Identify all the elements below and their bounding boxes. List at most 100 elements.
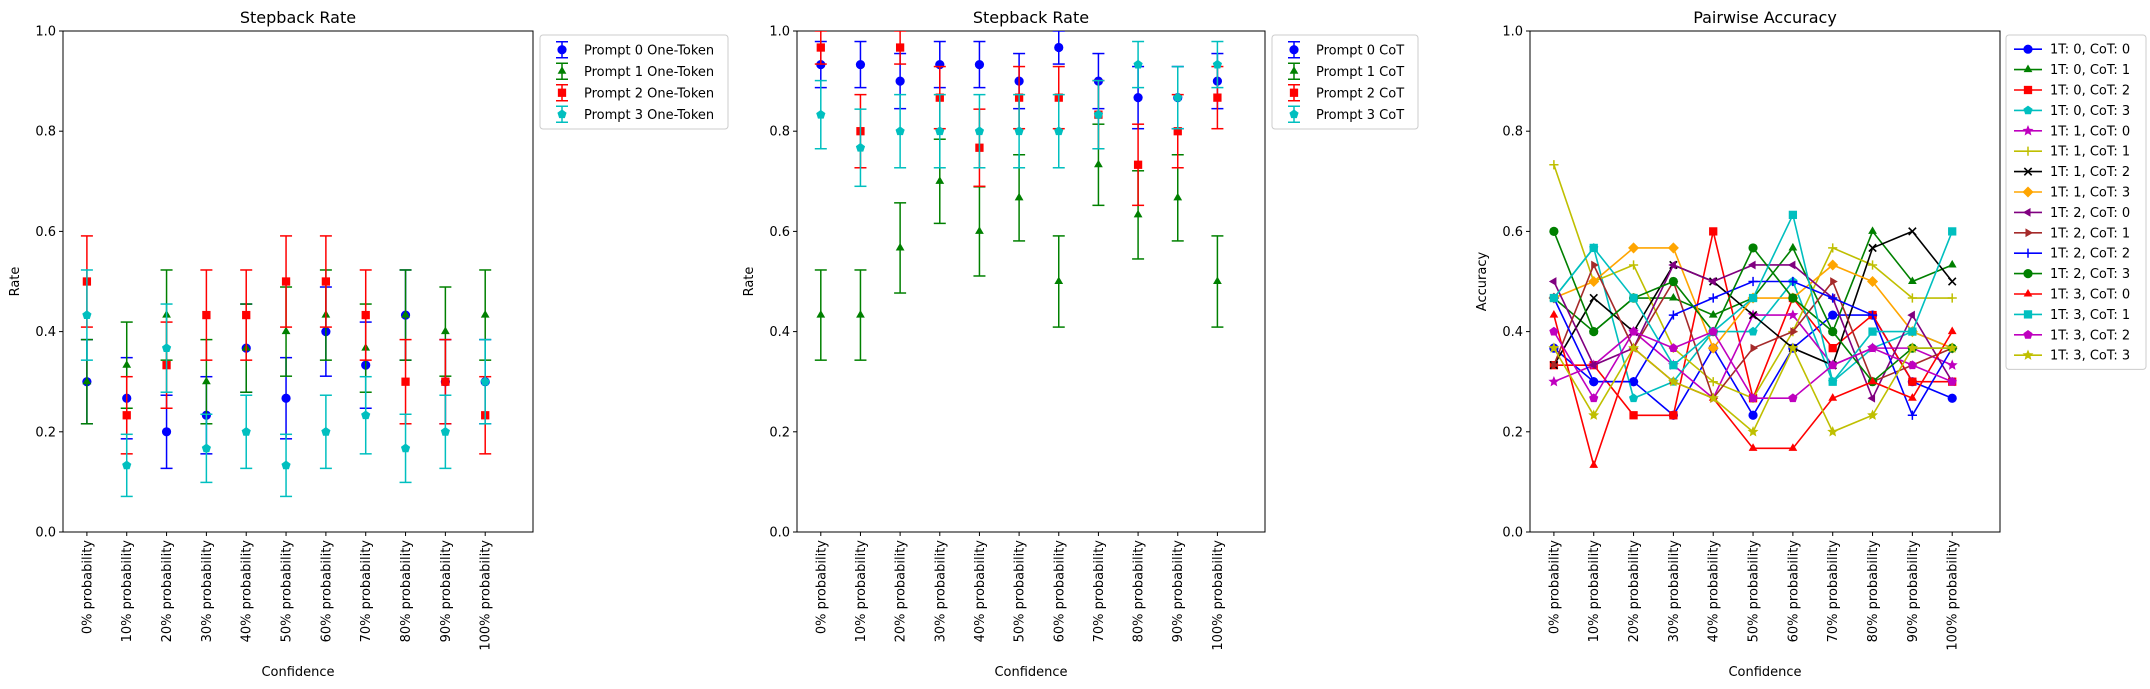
y-tick-label: 1.0	[769, 25, 790, 40]
legend-marker	[2023, 269, 2033, 279]
chart-panel-2: 0.0 0.2 0.4 0.6 0.8 1.0 0% probability 10% prob…	[1475, 8, 2147, 680]
data-point	[1628, 342, 1640, 353]
data-point	[1213, 276, 1222, 285]
series-1	[814, 123, 1224, 361]
x-tick-label: 0% probability	[814, 540, 829, 634]
plot-area	[814, 31, 1224, 361]
legend-label: 1T: 2, CoT: 0	[2050, 206, 2130, 221]
data-point	[1827, 259, 1839, 271]
legend-label: 1T: 0, CoT: 1	[2050, 63, 2130, 78]
axes-frame	[1529, 30, 2001, 533]
data-point	[82, 376, 92, 385]
data-point	[856, 310, 865, 318]
x-tick-label: 90% probability	[1906, 540, 1921, 643]
data-point	[1868, 327, 1877, 336]
legend-marker	[2023, 310, 2033, 319]
legend-marker	[2022, 186, 2034, 198]
data-point	[1628, 326, 1639, 336]
x-tick-label: 90% probability	[439, 540, 454, 643]
data-point	[1133, 160, 1143, 169]
data-point	[1708, 293, 1718, 303]
data-point	[895, 43, 905, 52]
data-point	[1054, 42, 1064, 53]
legend-marker	[1289, 109, 1299, 119]
data-point	[1748, 393, 1758, 403]
data-point	[1708, 277, 1716, 286]
data-point	[321, 277, 331, 286]
data-point	[816, 109, 826, 119]
legend-marker	[2022, 125, 2034, 136]
legend-label: 1T: 2, CoT: 1	[2050, 226, 2130, 241]
data-point	[1668, 343, 1678, 353]
x-tick-label: 20% probability	[160, 540, 175, 643]
x-tick-label: 80% probability	[399, 540, 414, 643]
legend-label: 1T: 1, CoT: 1	[2050, 145, 2130, 160]
chart-title: Pairwise Accuracy	[1693, 8, 1837, 27]
data-point	[816, 43, 825, 52]
data-point	[1908, 377, 1917, 386]
data-point	[1867, 310, 1878, 320]
x-axis-label: Confidence	[994, 665, 1067, 680]
y-tick-label: 0.2	[35, 425, 56, 440]
data-point	[440, 326, 450, 335]
data-point	[1828, 310, 1838, 320]
data-point	[321, 426, 331, 436]
x-tick-label: 90% probability	[1171, 540, 1186, 643]
data-point	[361, 310, 370, 320]
series-15	[1548, 342, 1958, 437]
data-point	[895, 242, 905, 251]
data-point	[1094, 159, 1103, 168]
legend: Prompt 0 CoT Prompt 1 CoT Prompt 2 CoT Prom…	[1271, 34, 1419, 130]
data-point	[1946, 359, 1958, 370]
y-tick-label: 0.8	[35, 125, 56, 140]
legend: Prompt 0 One-Token Prompt 1 One-Token Prom…	[539, 34, 729, 130]
legend-label: Prompt 0 One-Token	[584, 43, 714, 58]
data-point	[1668, 310, 1678, 320]
data-point	[281, 460, 291, 470]
data-point	[975, 226, 984, 234]
data-point	[1748, 326, 1758, 336]
data-point	[1828, 243, 1838, 253]
legend-label: 1T: 3, CoT: 0	[2050, 288, 2130, 303]
x-tick-label: 10% probability	[854, 540, 869, 643]
legend-label: Prompt 3 CoT	[1316, 108, 1404, 123]
data-point	[1549, 160, 1559, 170]
data-point	[441, 377, 450, 386]
data-point	[1591, 260, 1599, 270]
x-tick-label: 40% probability	[240, 540, 255, 643]
x-tick-label: 100% probability	[1946, 540, 1961, 651]
axes-frame	[62, 30, 534, 533]
data-point	[1947, 326, 1957, 335]
x-tick-label: 10% probability	[1587, 540, 1602, 643]
data-point	[1588, 275, 1600, 288]
legend-label: 1T: 1, CoT: 3	[2050, 186, 2130, 201]
data-point	[1946, 342, 1958, 353]
data-point	[1788, 293, 1798, 303]
data-point	[1747, 260, 1756, 270]
data-point	[816, 310, 826, 318]
data-point	[1748, 410, 1758, 420]
data-point	[1907, 310, 1915, 320]
data-point	[1014, 192, 1024, 201]
y-tick-label: 0.6	[35, 225, 56, 240]
data-point	[855, 59, 866, 70]
data-point	[1549, 326, 1559, 336]
chart-title: Stepback Rate	[973, 8, 1089, 27]
legend-label: 1T: 1, CoT: 0	[2050, 124, 2130, 139]
data-point	[1788, 242, 1798, 251]
legend-marker	[2023, 288, 2033, 297]
y-tick-label: 0.8	[769, 125, 790, 140]
legend-marker	[2025, 228, 2034, 238]
chart-panel-0: 0.0 0.2 0.4 0.6 0.8 1.0 0% probability 10% prob…	[8, 8, 729, 680]
data-point	[401, 377, 410, 386]
data-point	[1947, 277, 1957, 286]
x-tick-label: 50% probability	[1013, 540, 1028, 643]
data-point	[1828, 360, 1838, 370]
legend-marker	[2022, 208, 2031, 217]
x-tick-label: 20% probability	[894, 540, 909, 643]
data-point	[1589, 393, 1599, 403]
data-point	[1667, 242, 1679, 254]
y-tick-label: 1.0	[35, 25, 56, 40]
y-tick-label: 0.6	[1502, 225, 1523, 240]
x-tick-label: 70% probability	[1826, 540, 1841, 643]
